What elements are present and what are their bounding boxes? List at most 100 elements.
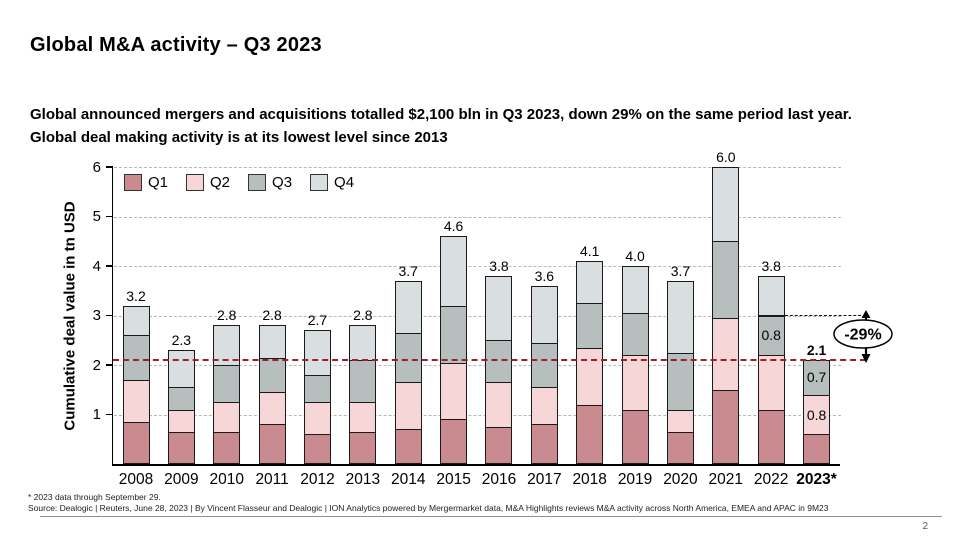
bar-2015-q3	[440, 305, 468, 364]
y-tick-label-2: 2	[92, 356, 101, 374]
bar-2015-q4	[440, 236, 468, 307]
total-label-2011: 2.8	[262, 307, 282, 324]
bar-2021-q2	[712, 317, 740, 391]
bar-2014-q1	[394, 429, 422, 464]
bar-2019-q3	[621, 313, 649, 357]
x-label-2020: 2020	[663, 471, 698, 488]
x-label-2011: 2011	[255, 471, 289, 488]
page-title: Global M&A activity – Q3 2023	[30, 34, 322, 56]
legend-swatch-q4	[310, 174, 329, 191]
total-label-2008: 3.2	[126, 287, 146, 304]
segment-label-2022-q3: 0.8	[761, 327, 781, 344]
y-tick-label-4: 4	[92, 257, 101, 275]
arrow-down-head-icon	[861, 354, 871, 363]
bar-2021-q3	[712, 241, 740, 319]
total-label-2015: 4.6	[443, 218, 464, 235]
x-label-2022: 2022	[753, 471, 789, 488]
bar-2022-q3	[757, 315, 785, 357]
total-label-2021: 6.0	[716, 149, 736, 165]
bar-2009-q2	[167, 409, 195, 433]
legend-item-q2: Q2	[186, 174, 230, 191]
x-label-2016: 2016	[481, 471, 517, 488]
bar-2009-q1	[167, 431, 195, 464]
bar-2017-q3	[530, 342, 558, 389]
bar-2013-q4	[349, 325, 377, 362]
legend-item-q1: Q1	[124, 174, 168, 191]
x-label-2010: 2010	[209, 471, 244, 488]
bar-2014-q4	[394, 280, 422, 334]
bar-2016-q2	[485, 382, 513, 428]
bar-2015-q1	[440, 419, 468, 464]
segment-label-2023*-q2: 0.8	[806, 406, 827, 423]
legend-label-q4: Q4	[334, 174, 355, 191]
bar-2008-q2	[122, 379, 150, 423]
total-label-2012: 2.7	[307, 312, 328, 329]
total-label-2017: 3.6	[534, 267, 555, 284]
x-label-2015: 2015	[436, 471, 471, 488]
bar-2023*-q2	[803, 394, 831, 436]
bar-2013-q1	[349, 431, 377, 464]
bar-2020-q3	[666, 352, 694, 411]
y-tick-2	[105, 364, 112, 366]
bar-2016-q3	[485, 340, 513, 384]
x-axis-line	[111, 464, 840, 466]
bar-2010-q3	[213, 365, 241, 404]
legend-swatch-q2	[186, 174, 205, 191]
y-tick-label-6: 6	[92, 158, 101, 176]
bar-2020-q4	[666, 280, 694, 354]
bar-2021-q4	[712, 167, 740, 243]
total-label-2023*: 2.1	[806, 342, 827, 359]
bar-2010-q1	[213, 431, 241, 464]
pct-change-label: -29%	[844, 327, 881, 344]
bar-2011-q2	[258, 392, 286, 426]
pct-change-annotation: -29%	[833, 310, 893, 363]
x-label-2018: 2018	[572, 471, 607, 488]
x-label-2008: 2008	[118, 471, 154, 488]
bar-2013-q3	[349, 360, 377, 404]
bar-2013-q2	[349, 402, 377, 433]
bar-2012-q4	[303, 330, 331, 376]
gridline-1	[114, 414, 841, 416]
subtitle-line-2: Global deal making activity is at its lo…	[30, 129, 448, 147]
total-label-2010: 2.8	[217, 307, 237, 324]
legend-swatch-q1	[124, 174, 142, 191]
legend-label-q3: Q3	[272, 174, 293, 191]
bar-2012-q2	[303, 402, 331, 436]
footer-divider	[40, 516, 942, 517]
bar-2012-q1	[303, 434, 331, 464]
y-tick-label-1: 1	[92, 406, 101, 423]
gridline-6	[114, 167, 841, 168]
y-tick-6	[105, 166, 112, 168]
total-label-2022: 3.8	[761, 257, 781, 274]
legend-item-q3: Q3	[248, 174, 292, 191]
bar-2022-q2	[757, 355, 785, 411]
bar-2022-q4	[757, 275, 785, 317]
bar-2012-q3	[303, 374, 331, 404]
bar-2021-q1	[712, 389, 740, 464]
bar-2008-q1	[122, 421, 150, 464]
bar-2020-q1	[666, 431, 694, 464]
arrow-up-head-icon	[861, 310, 871, 318]
y-tick-4	[105, 265, 112, 267]
total-label-2018: 4.1	[579, 243, 600, 260]
gridline-4	[114, 266, 841, 267]
comparison-guide-line	[784, 314, 866, 316]
y-tick-label-5: 5	[92, 208, 101, 225]
x-label-2013: 2013	[345, 471, 381, 488]
legend-swatch-q3	[248, 174, 267, 191]
total-label-2019: 4.0	[625, 248, 645, 264]
gridline-2	[114, 365, 841, 366]
bar-2023*-q1	[803, 434, 831, 464]
bar-2017-q4	[530, 285, 558, 344]
total-label-2014: 3.7	[398, 262, 418, 279]
total-label-2016: 3.8	[489, 257, 509, 274]
y-tick-3	[105, 314, 112, 317]
y-tick-label-3: 3	[92, 307, 101, 324]
bar-2018-q1	[576, 404, 604, 464]
x-label-2014: 2014	[390, 471, 426, 488]
bar-2017-q1	[530, 424, 558, 464]
bar-2016-q1	[485, 426, 513, 464]
bar-2018-q3	[576, 303, 604, 349]
bar-2019-q2	[621, 355, 649, 411]
